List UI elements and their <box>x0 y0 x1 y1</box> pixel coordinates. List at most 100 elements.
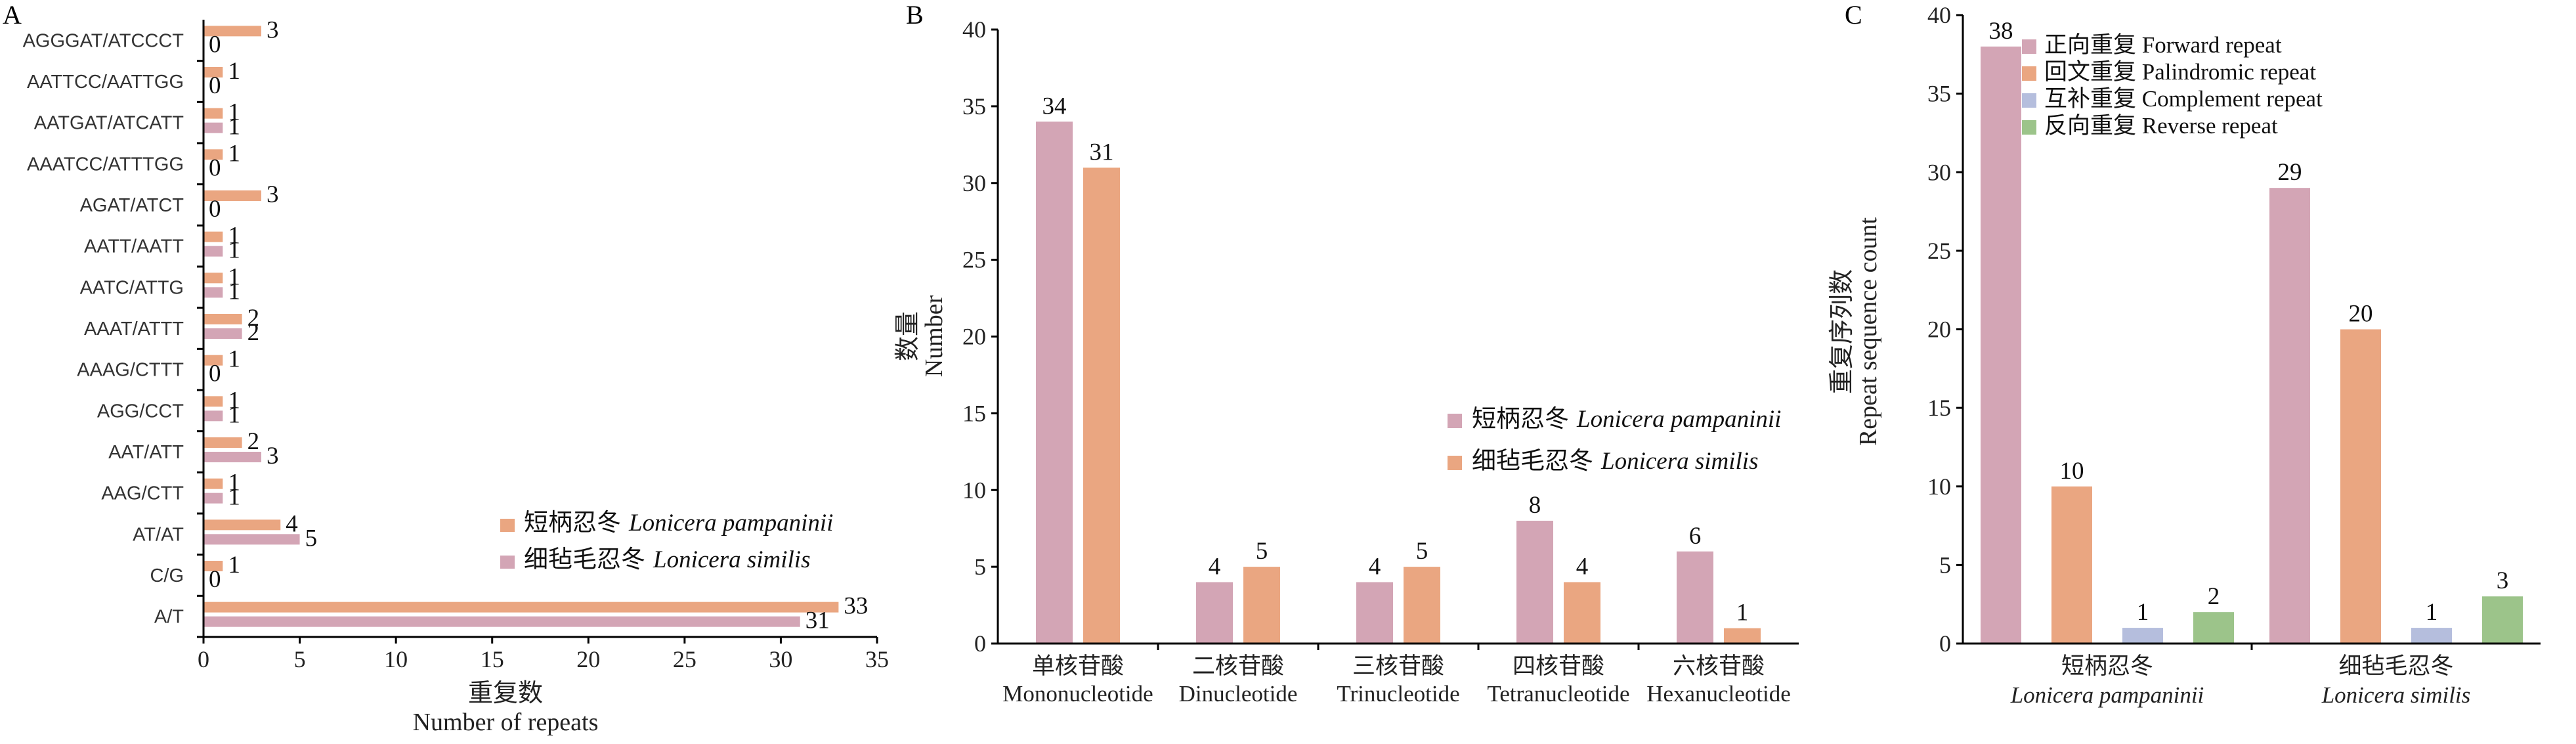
panel-a-category-label: C/G <box>150 565 184 586</box>
panel-c-value-label: 20 <box>2349 301 2373 328</box>
panel-c-legend-swatch <box>2022 66 2036 81</box>
panel-a-x-tick-label: 15 <box>481 646 504 672</box>
panel-b-legend-name-cn: 短柄忍冬 <box>1472 406 1569 433</box>
panel-c-value-label: 2 <box>2208 583 2220 610</box>
panel-c-value-label: 1 <box>2426 599 2438 626</box>
panel-b-y-tick-label: 5 <box>974 554 986 580</box>
panel-a-bar-pampaninii <box>204 561 223 571</box>
panel-a-bar-pampaninii <box>204 519 281 531</box>
panel-a-category-label: AAATCC/ATTTGG <box>27 154 184 175</box>
panel-a-bar-pampaninii <box>204 314 242 324</box>
panel-c-y-tick-label: 25 <box>1927 238 1951 264</box>
panel-b-category-label-en: Trinucleotide <box>1337 681 1459 707</box>
panel-a-x-axis-title-en: Number of repeats <box>413 709 599 736</box>
panel-a-legend-swatch <box>500 556 515 569</box>
panel-c-value-label: 38 <box>1989 18 2013 45</box>
panel-c-bar-series-2 <box>2411 628 2452 644</box>
panel-c-y-tick-label: 30 <box>1927 159 1951 185</box>
panel-c-category-label-cn: 短柄忍冬 <box>2061 653 2153 679</box>
panel-b-legend-name-latin: Lonicera pampaninii <box>1576 406 1781 433</box>
panel-a-bar-pampaninii <box>204 273 223 284</box>
panel-b-legend-name-latin: Lonicera similis <box>1600 448 1759 475</box>
panel-a-bar-similis <box>204 246 223 257</box>
panel-a-bar-pampaninii <box>204 149 223 160</box>
panel-a-bar-pampaninii <box>204 437 242 448</box>
panel-b-value-label: 4 <box>1369 554 1381 580</box>
panel-a-bar-similis <box>204 328 242 339</box>
panel-c-y-tick-label: 40 <box>1927 2 1951 28</box>
panel-b-category-label-cn: 六核苷酸 <box>1673 653 1765 679</box>
panel-c-bar-series-0 <box>1981 46 2021 644</box>
panel-c-letter: C <box>1845 0 1862 30</box>
panel-b-bar-pampaninii <box>1356 582 1393 644</box>
panel-a-bar-pampaninii <box>204 231 223 242</box>
panel-b-y-tick-label: 35 <box>962 93 986 120</box>
panel-a-category-label: AATGAT/ATCATT <box>34 113 184 134</box>
panel-a-x-tick-label: 10 <box>384 646 408 672</box>
panel-c-legend-label: 正向重复 Forward repeat <box>2044 32 2282 58</box>
panel-b-y-tick-label: 30 <box>962 170 986 196</box>
panel-b-bar-similis <box>1564 582 1600 644</box>
panel-c-value-label: 10 <box>2060 458 2084 485</box>
panel-b-value-label: 1 <box>1736 600 1749 626</box>
panel-b-category-label-en: Hexanucleotide <box>1646 681 1791 707</box>
panel-b-bar-similis <box>1083 167 1120 644</box>
panel-a-bar-pampaninii <box>204 67 223 77</box>
panel-a-value-label: 3 <box>267 443 279 470</box>
panel-a-bar-pampaninii <box>204 355 223 366</box>
panel-a-category-label: AAT/ATT <box>108 442 184 463</box>
panel-c-bar-series-3 <box>2193 612 2234 644</box>
panel-a-x-tick-label: 30 <box>769 646 792 672</box>
panel-a-value-label: 3 <box>267 16 279 43</box>
panel-b-legend-label: 短柄忍冬 Lonicera pampaninii <box>1472 406 1781 433</box>
panel-b-value-label: 8 <box>1529 492 1541 519</box>
panel-a-x-tick-label: 20 <box>576 646 600 672</box>
panel-a-value-label: 0 <box>209 72 221 99</box>
panel-b-category-label-cn: 四核苷酸 <box>1513 653 1604 679</box>
panel-c-legend-swatch <box>2022 120 2036 135</box>
panel-a-legend-name-latin: Lonicera similis <box>653 546 811 573</box>
panel-b-category-label-en: Mononucleotide <box>1002 681 1153 707</box>
panel-a-x-tick-label: 5 <box>294 646 306 672</box>
panel-b-bar-pampaninii <box>1196 582 1233 644</box>
panel-c-category-label-latin: Lonicera similis <box>2321 682 2471 708</box>
panel-a-category-label: AGAT/ATCT <box>80 195 184 216</box>
panel-a-value-label: 0 <box>209 196 221 223</box>
panel-b-bar-pampaninii <box>1677 551 1713 644</box>
panel-c-value-label: 3 <box>2497 567 2509 594</box>
panel-a-bar-pampaninii <box>204 478 223 489</box>
panel-a-category-label: A/T <box>154 607 184 628</box>
panel-a-legend-label: 细毡毛忍冬 Lonicera similis <box>524 546 811 573</box>
panel-a-value-label: 31 <box>805 607 830 634</box>
panel-a-legend-name-latin: Lonicera pampaninii <box>628 510 833 536</box>
panel-c-y-tick-label: 10 <box>1927 473 1951 500</box>
panel-b-y-tick-label: 40 <box>962 16 986 43</box>
panel-a-bar-pampaninii <box>204 602 839 613</box>
panel-a-category-label: AATC/ATTG <box>80 277 184 298</box>
panel-c-bar-series-1 <box>2340 329 2381 644</box>
panel-a-category-label: AAAT/ATTT <box>84 318 184 339</box>
panel-b-legend-swatch <box>1448 456 1462 470</box>
panel-c-bar-series-1 <box>2051 486 2092 644</box>
panel-a-bar-pampaninii <box>204 190 261 201</box>
panel-a-value-label: 0 <box>209 361 221 387</box>
panel-a-legend-name-cn: 细毡毛忍冬 <box>524 546 645 573</box>
panel-b-legend-swatch <box>1448 414 1462 428</box>
panel-a-value-label: 1 <box>228 58 240 85</box>
panel-a-legend-swatch <box>500 519 515 532</box>
panel-a-category-label: AGGGAT/ATCCCT <box>23 30 184 51</box>
panel-a-value-label: 1 <box>228 387 240 414</box>
panel-b-value-label: 6 <box>1689 523 1702 550</box>
panel-b-legend-name-cn: 细毡毛忍冬 <box>1472 447 1593 475</box>
panel-a-bar-similis <box>204 492 223 504</box>
panel-a-category-label: AAG/CTT <box>101 483 184 504</box>
panel-c-category-label-latin: Lonicera pampaninii <box>2010 682 2204 708</box>
panel-a-value-label: 33 <box>844 593 868 620</box>
panel-b-y-axis-title-en: Number <box>920 295 948 377</box>
panel-b-category-label-cn: 二核苷酸 <box>1192 653 1284 679</box>
panel-c-y-tick-label: 15 <box>1927 395 1951 421</box>
